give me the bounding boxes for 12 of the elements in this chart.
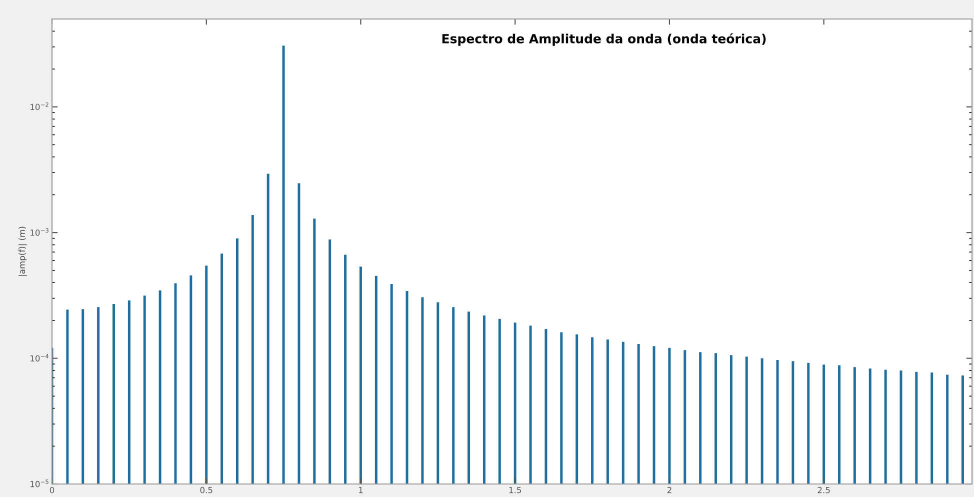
y-tick-label: 10$^{−5}$: [30, 480, 48, 488]
text: Espectro de Amplitude da onda (onda teórica): [442, 33, 766, 46]
y-tick-label: 10$^{−3}$: [30, 228, 48, 236]
x-tick-label: 1.5: [509, 487, 521, 494]
x-tick-label: 0.5: [200, 486, 212, 494]
x-tick-label: 1: [358, 487, 363, 494]
y-tick-label: 10$^{−2}$: [30, 102, 48, 110]
x-tick-label: 2.5: [818, 486, 830, 494]
y-tick-label: 10$^{−4}$: [30, 354, 49, 362]
x-tick-label: 2: [667, 486, 672, 494]
y-axis-title: |amp(f)| (m): [18, 226, 27, 276]
x-tick-label: 0: [50, 486, 54, 494]
